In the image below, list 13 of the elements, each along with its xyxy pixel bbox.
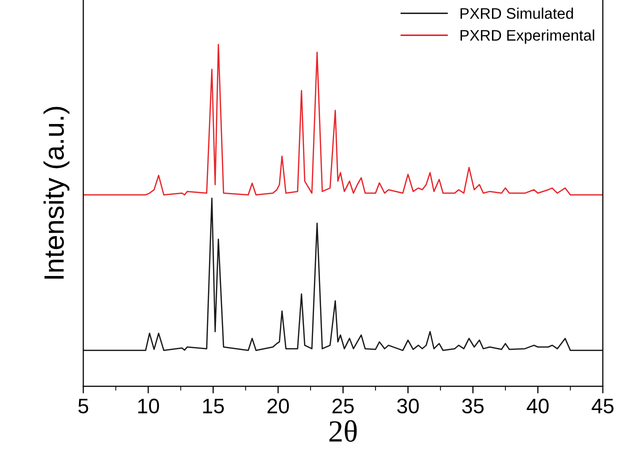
x-tick-label: 15	[203, 398, 224, 414]
legend-label: PXRD Simulated	[460, 8, 573, 19]
x-tick-label: 45	[592, 398, 614, 414]
y-axis-title: Intensity (a.u.)	[44, 106, 70, 279]
x-tick-label: 40	[526, 398, 549, 414]
x-tick-label: 30	[397, 398, 419, 414]
x-tick-label: 10	[138, 398, 160, 414]
x-tick-label: 35	[462, 398, 484, 414]
legend-label: PXRD Experimental	[460, 30, 594, 44]
x-tick-label: 25	[332, 398, 354, 414]
x-tick-label: 5	[78, 398, 88, 414]
x-tick-label: 20	[268, 398, 289, 414]
x-axis-title: 2θ	[329, 420, 357, 442]
